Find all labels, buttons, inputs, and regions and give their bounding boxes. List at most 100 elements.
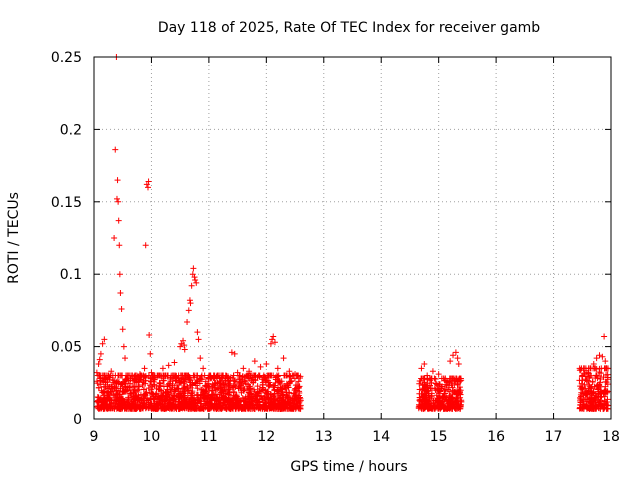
band-point bbox=[604, 389, 611, 396]
dense-band-layer bbox=[93, 365, 611, 412]
band-point bbox=[261, 374, 268, 381]
band-point bbox=[233, 402, 240, 409]
band-point bbox=[261, 393, 268, 400]
data-point bbox=[190, 265, 197, 272]
band-point bbox=[262, 387, 269, 394]
band-point bbox=[135, 392, 142, 399]
band-point bbox=[578, 384, 585, 391]
band-point bbox=[602, 388, 609, 395]
data-point bbox=[274, 365, 281, 372]
band-point bbox=[225, 381, 232, 388]
band-point bbox=[97, 381, 104, 388]
band-point bbox=[583, 377, 590, 384]
band-point bbox=[270, 405, 277, 412]
data-point bbox=[450, 352, 457, 359]
band-point bbox=[241, 401, 248, 408]
band-point bbox=[270, 372, 277, 379]
band-point bbox=[419, 387, 426, 394]
band-point bbox=[136, 376, 143, 383]
band-point bbox=[207, 400, 214, 407]
band-point bbox=[111, 399, 117, 406]
data-point bbox=[223, 372, 230, 379]
y-tick-label: 0 bbox=[73, 412, 82, 428]
band-point bbox=[448, 394, 455, 401]
band-point bbox=[190, 401, 197, 408]
x-tick-label: 9 bbox=[90, 429, 99, 445]
band-point bbox=[142, 380, 149, 387]
data-point bbox=[145, 178, 152, 185]
band-point bbox=[454, 381, 461, 388]
data-point bbox=[97, 350, 104, 357]
band-point bbox=[604, 365, 611, 372]
band-point bbox=[417, 378, 424, 385]
band-point bbox=[603, 402, 610, 409]
band-point bbox=[98, 405, 105, 412]
band-point bbox=[254, 402, 261, 409]
band-point bbox=[194, 391, 201, 398]
band-point bbox=[604, 405, 611, 412]
band-point bbox=[175, 379, 182, 386]
data-point bbox=[99, 340, 106, 347]
band-point bbox=[265, 394, 272, 401]
data-point bbox=[181, 342, 188, 349]
band-point bbox=[416, 397, 423, 404]
y-tick-label: 0.15 bbox=[51, 195, 82, 211]
data-point bbox=[144, 184, 151, 191]
data-point bbox=[217, 378, 224, 385]
band-point bbox=[457, 398, 464, 405]
band-point bbox=[169, 397, 176, 404]
band-point bbox=[117, 372, 124, 379]
band-point bbox=[254, 390, 261, 397]
band-point bbox=[197, 397, 204, 404]
data-point bbox=[122, 355, 129, 362]
data-point bbox=[197, 355, 204, 362]
band-point bbox=[163, 388, 170, 395]
band-point bbox=[604, 371, 611, 378]
band-point bbox=[215, 385, 222, 392]
data-point bbox=[205, 375, 212, 382]
band-point bbox=[248, 399, 255, 406]
band-point bbox=[119, 388, 126, 395]
y-tick-label: 0.1 bbox=[60, 267, 82, 283]
band-point bbox=[268, 399, 275, 406]
band-point bbox=[252, 394, 259, 401]
data-point bbox=[455, 360, 462, 367]
band-point bbox=[440, 375, 447, 382]
data-point bbox=[240, 365, 247, 372]
plot-frame bbox=[93, 56, 612, 420]
data-point bbox=[596, 352, 603, 359]
data-point bbox=[177, 343, 184, 350]
band-point bbox=[423, 383, 430, 390]
band-point bbox=[147, 374, 154, 381]
data-point bbox=[454, 355, 461, 362]
data-point bbox=[602, 358, 609, 365]
band-point bbox=[416, 380, 423, 387]
chart-title: Day 118 of 2025, Rate Of TEC Index for r… bbox=[158, 20, 540, 36]
data-point bbox=[102, 375, 109, 382]
data-point bbox=[123, 372, 130, 379]
band-point bbox=[579, 385, 586, 392]
data-point bbox=[246, 368, 253, 375]
x-tick-label: 18 bbox=[602, 429, 620, 445]
x-tick-label: 14 bbox=[372, 429, 390, 445]
band-point bbox=[166, 402, 173, 409]
data-point bbox=[105, 372, 112, 379]
band-point bbox=[148, 386, 155, 393]
band-point bbox=[287, 378, 294, 385]
band-point bbox=[449, 384, 456, 391]
band-point bbox=[422, 393, 429, 400]
band-point bbox=[283, 392, 290, 399]
band-point bbox=[177, 404, 184, 411]
data-point bbox=[146, 332, 153, 339]
band-point bbox=[143, 397, 150, 404]
band-point bbox=[294, 403, 301, 410]
band-point bbox=[294, 387, 301, 394]
band-point bbox=[445, 378, 452, 385]
data-point bbox=[111, 235, 118, 241]
band-point bbox=[160, 383, 167, 390]
data-point bbox=[96, 356, 103, 363]
band-point bbox=[589, 379, 596, 386]
band-point bbox=[95, 384, 102, 391]
axis-ticks bbox=[93, 56, 612, 420]
data-point bbox=[421, 360, 428, 367]
